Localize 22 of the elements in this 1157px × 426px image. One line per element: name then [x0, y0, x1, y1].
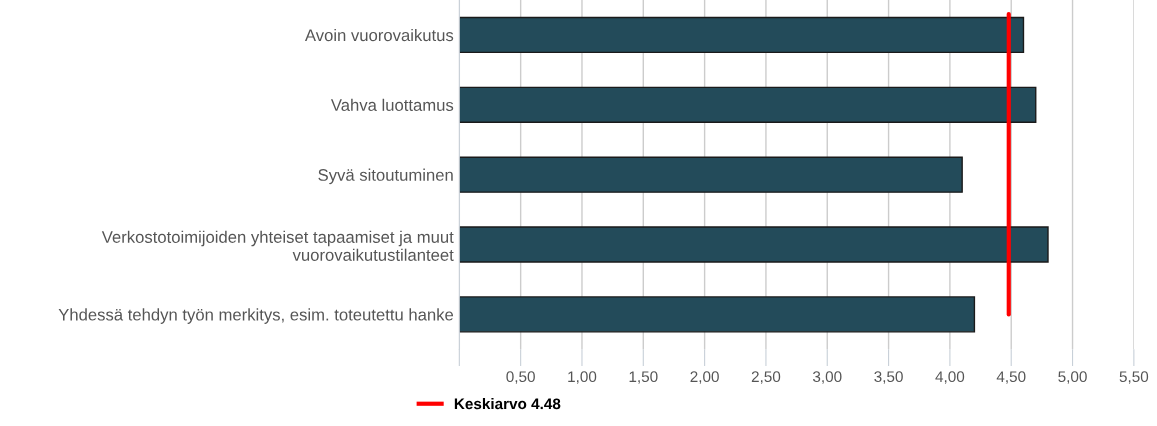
bar — [459, 296, 976, 333]
y-tick-label: Avoin vuorovaikutus — [304, 28, 454, 42]
x-tick-label: 3,50 — [874, 371, 903, 384]
x-tick-label: 5,00 — [1058, 371, 1087, 384]
bar — [459, 156, 963, 193]
bar — [459, 86, 1037, 123]
y-tick-label: Verkostotoimijoiden yhteiset tapaamiset ja muut vuorovaikutustilanteet — [101, 230, 454, 261]
legend-label: Keskiarvo 4.48 — [454, 398, 561, 410]
x-tick-label: 5,50 — [1119, 371, 1149, 384]
x-tick-label: 3,00 — [812, 371, 842, 384]
x-tick-label: 2,00 — [690, 371, 719, 384]
y-tick-label: Vahva luottamus — [330, 98, 454, 111]
bar — [459, 226, 1049, 263]
bar — [459, 16, 1025, 54]
x-tick-label: 1,50 — [629, 371, 658, 384]
x-tick-label: 2,50 — [751, 371, 781, 384]
x-tick-label: 4,00 — [935, 371, 965, 384]
x-tick-label: 4,50 — [996, 371, 1026, 384]
y-tick-label: Syvä sitoutuminen — [318, 168, 453, 185]
x-tick-label: 0,50 — [506, 371, 535, 384]
x-tick-label: 1,00 — [568, 371, 597, 384]
y-tick-label: Yhdessä tehdyn työn merkitys, esim. toteutettu hanke — [58, 308, 454, 324]
